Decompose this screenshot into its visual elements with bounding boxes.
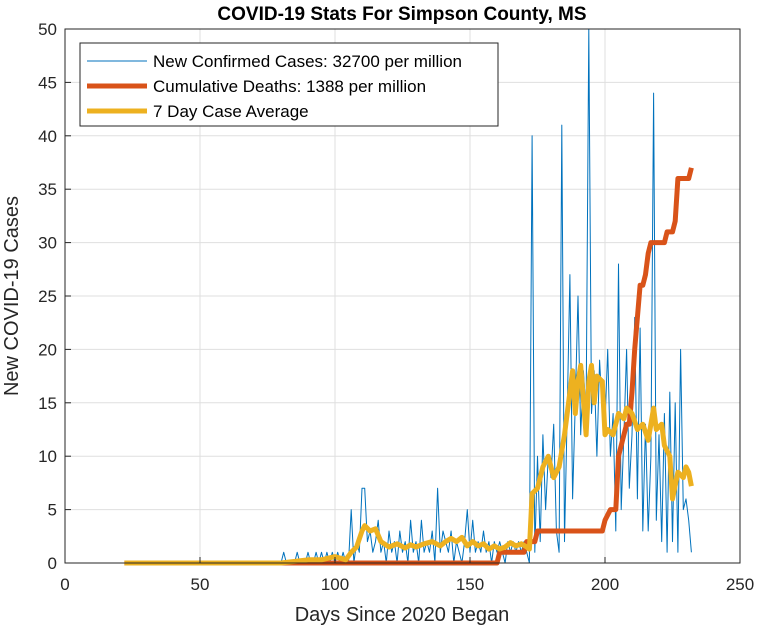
y-tick-label: 20 bbox=[38, 340, 57, 359]
y-tick-label: 10 bbox=[38, 447, 57, 466]
legend-label: 7 Day Case Average bbox=[153, 102, 309, 121]
x-tick-label: 250 bbox=[726, 575, 754, 594]
y-tick-label: 5 bbox=[48, 501, 57, 520]
y-tick-label: 45 bbox=[38, 73, 57, 92]
y-tick-label: 0 bbox=[48, 554, 57, 573]
y-tick-label: 25 bbox=[38, 287, 57, 306]
y-axis-label: New COVID-19 Cases bbox=[1, 196, 23, 396]
y-tick-label: 30 bbox=[38, 234, 57, 253]
legend-label: Cumulative Deaths: 1388 per million bbox=[153, 77, 426, 96]
y-tick-label: 40 bbox=[38, 127, 57, 146]
series-line-7-day-case-average bbox=[124, 362, 694, 566]
y-tick-label: 35 bbox=[38, 180, 57, 199]
legend: New Confirmed Cases: 32700 per million Cu… bbox=[79, 42, 499, 127]
y-tick-label: 50 bbox=[38, 20, 57, 39]
x-tick-label: 200 bbox=[591, 575, 619, 594]
x-tick-label: 50 bbox=[191, 575, 210, 594]
x-tick-label: 0 bbox=[60, 575, 69, 594]
x-tick-label: 150 bbox=[456, 575, 484, 594]
legend-box bbox=[79, 42, 499, 127]
x-axis-label: Days Since 2020 Began bbox=[295, 604, 510, 626]
chart-title: COVID-19 Stats For Simpson County, MS bbox=[217, 4, 586, 25]
legend-label: New Confirmed Cases: 32700 per million bbox=[153, 52, 462, 71]
ticks: 0 50 100 150 200 250 0 5 10 15 20 25 30 35 40 45 50 bbox=[38, 20, 754, 594]
y-tick-label: 15 bbox=[38, 394, 57, 413]
x-tick-label: 100 bbox=[321, 575, 349, 594]
legend-items: New Confirmed Cases: 32700 per million Cu… bbox=[87, 52, 462, 121]
